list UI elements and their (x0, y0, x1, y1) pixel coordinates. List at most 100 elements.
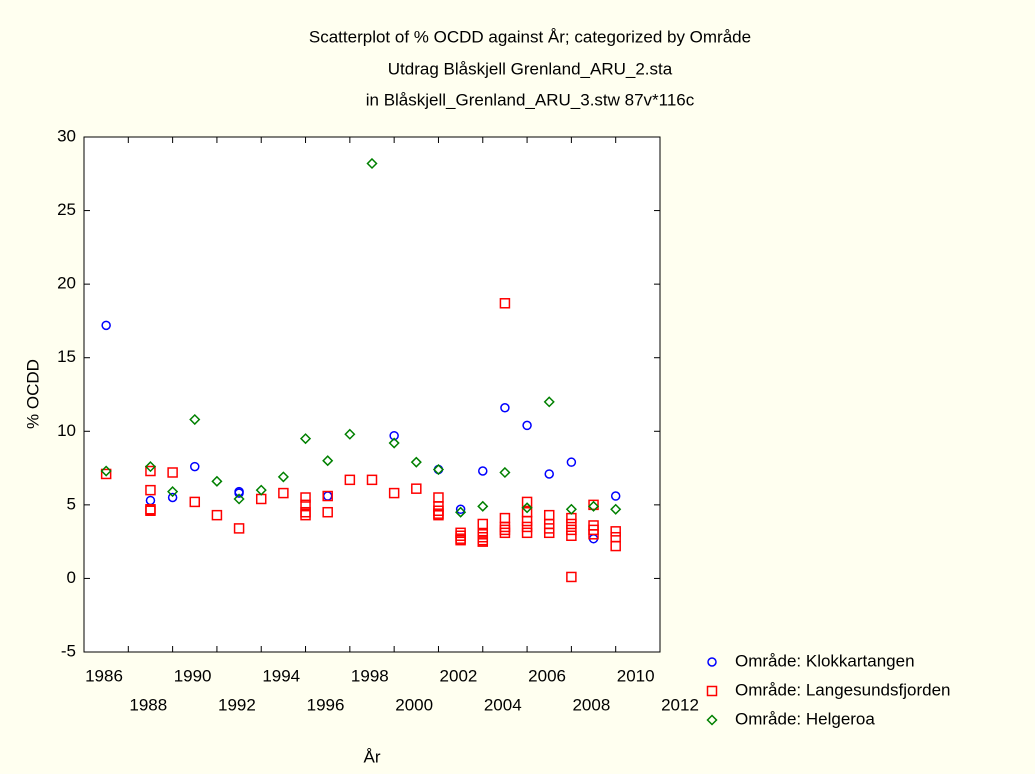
point (233, 523, 245, 534)
point (566, 530, 577, 542)
point (344, 474, 356, 486)
x-tick-label: 1994 (262, 666, 300, 685)
plot-area (83, 136, 661, 653)
point (543, 396, 555, 408)
point (322, 490, 333, 502)
point (500, 402, 510, 413)
y-tick-label: 0 (67, 568, 76, 587)
y-tick-label: 20 (57, 274, 76, 293)
y-tick-label: -5 (61, 641, 76, 660)
point (277, 471, 289, 483)
point (477, 500, 489, 512)
y-tick-label: 5 (67, 494, 76, 513)
point (388, 437, 400, 449)
point (566, 518, 577, 530)
point (299, 433, 312, 445)
point (145, 505, 156, 516)
x-tick-label: 2006 (528, 666, 566, 685)
legend-marker (707, 657, 717, 667)
point (411, 483, 422, 494)
point (211, 475, 223, 487)
point (588, 499, 599, 511)
y-tick-label: 30 (57, 126, 76, 145)
point (389, 430, 399, 441)
point (366, 157, 378, 170)
point (410, 456, 422, 468)
point (477, 518, 489, 530)
point (499, 466, 511, 479)
x-tick-label: 2010 (617, 666, 655, 685)
point (189, 496, 201, 508)
point (344, 428, 356, 440)
point (566, 524, 577, 536)
x-axis-label: År (364, 747, 381, 766)
point (610, 503, 622, 515)
point (521, 502, 533, 514)
point (145, 465, 156, 477)
point (433, 509, 444, 521)
point (278, 487, 289, 499)
point (543, 527, 555, 539)
point (189, 413, 201, 426)
point (566, 457, 577, 467)
point (610, 491, 621, 501)
point (167, 467, 178, 478)
legend-marker (706, 685, 718, 697)
point (233, 493, 245, 505)
point (234, 488, 244, 498)
x-tick-label: 2012 (661, 695, 699, 714)
point (145, 484, 156, 496)
point (211, 509, 223, 521)
point (100, 465, 112, 477)
chart-subtitle: in Blåskjell_Grenland_ARU_3.stw 87v*116c (366, 90, 695, 109)
y-tick-label: 10 (57, 421, 76, 440)
point (167, 492, 178, 503)
point (521, 515, 533, 527)
y-tick-label: 25 (57, 200, 76, 219)
point (565, 503, 577, 515)
x-tick-label: 2008 (572, 695, 610, 714)
point (388, 487, 400, 499)
y-tick-label: 15 (57, 347, 76, 366)
legend-label: Område: Helgeroa (735, 709, 875, 728)
point (190, 461, 200, 472)
point (587, 500, 600, 512)
point (300, 499, 311, 511)
point (521, 521, 533, 533)
point (478, 466, 488, 476)
legend-label: Område: Langesundsfjorden (735, 680, 950, 699)
x-tick-label: 2004 (484, 695, 522, 714)
point (300, 492, 311, 503)
x-tick-label: 1996 (307, 695, 345, 714)
point (432, 463, 445, 476)
point (322, 455, 334, 467)
point (455, 534, 466, 546)
chart-subtitle: Utdrag Blåskjell Grenland_ARU_2.sta (388, 59, 673, 78)
point (477, 536, 489, 547)
point (544, 469, 554, 479)
x-tick-label: 1988 (129, 695, 167, 714)
point (300, 509, 311, 521)
legend-label: Område: Klokkartangen (735, 651, 915, 670)
y-axis-label: % OCDD (23, 359, 42, 429)
point (610, 526, 621, 537)
point (588, 529, 599, 540)
legend-marker (706, 714, 718, 726)
x-tick-label: 1992 (218, 695, 256, 714)
point (610, 540, 621, 552)
chart-title: Scatterplot of % OCDD against År; catego… (309, 27, 751, 46)
point (167, 486, 179, 498)
point (522, 420, 532, 431)
point (521, 527, 533, 539)
point (366, 474, 378, 486)
x-tick-label: 1998 (351, 666, 389, 685)
x-tick-label: 2000 (395, 695, 433, 714)
point (101, 320, 111, 331)
x-tick-label: 2002 (440, 666, 478, 685)
point (521, 496, 533, 508)
point (455, 506, 467, 518)
point (255, 484, 267, 496)
point (499, 298, 511, 309)
point (100, 468, 112, 480)
